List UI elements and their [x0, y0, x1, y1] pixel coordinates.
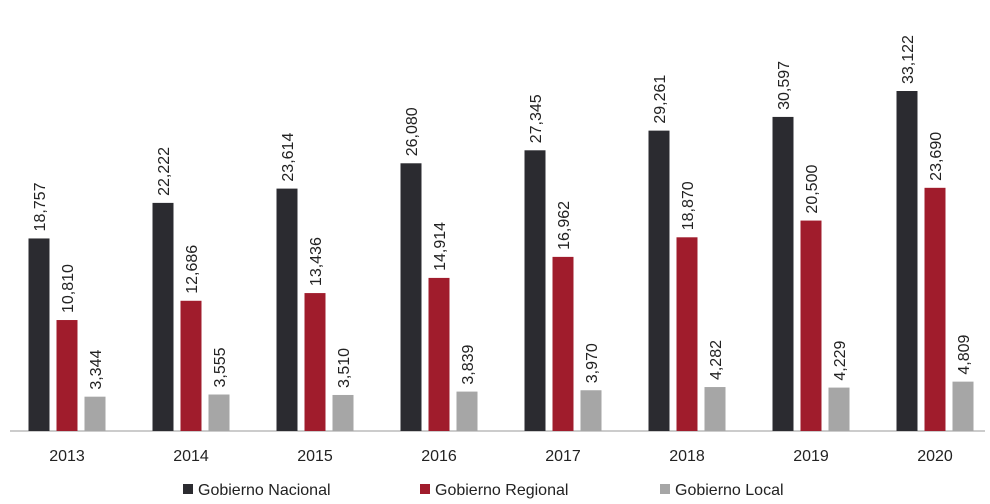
bar: [828, 387, 850, 431]
value-label: 3,839: [460, 344, 477, 384]
value-label: 3,970: [584, 343, 601, 383]
bar: [152, 202, 174, 431]
value-label: 29,261: [652, 75, 669, 124]
bar: [704, 387, 726, 431]
x-tick-label: 2016: [421, 448, 457, 465]
value-label: 4,229: [832, 340, 849, 380]
bar: [56, 320, 78, 431]
value-label: 23,690: [928, 132, 945, 181]
bar: [896, 91, 918, 431]
x-tick-label: 2014: [173, 448, 209, 465]
bar: [84, 396, 106, 431]
legend-label: Gobierno Nacional: [198, 482, 331, 499]
value-label: 4,809: [956, 334, 973, 374]
value-label: 30,597: [776, 61, 793, 110]
bar: [952, 381, 974, 431]
value-label: 16,962: [556, 201, 573, 250]
bar: [524, 150, 546, 431]
x-tick-label: 2015: [297, 448, 333, 465]
value-label: 33,122: [900, 35, 917, 84]
legend-label: Gobierno Local: [675, 482, 784, 499]
bar: [648, 130, 670, 431]
bar: [580, 390, 602, 431]
value-label: 27,345: [528, 94, 545, 143]
value-label: 3,344: [88, 350, 105, 390]
value-label: 18,870: [680, 181, 697, 230]
bar: [428, 277, 450, 431]
value-label: 13,436: [308, 237, 325, 286]
value-label: 3,555: [212, 347, 229, 387]
value-label: 18,757: [32, 182, 49, 231]
x-tick-label: 2013: [49, 448, 85, 465]
x-tick-label: 2018: [669, 448, 705, 465]
bar: [676, 237, 698, 431]
bar: [924, 187, 946, 431]
bar: [772, 116, 794, 432]
value-label: 14,914: [432, 222, 449, 271]
value-label: 12,686: [184, 245, 201, 294]
bar: [332, 394, 354, 431]
bar: [304, 293, 326, 431]
bar: [276, 188, 298, 431]
bar: [400, 163, 422, 432]
legend-swatch: [183, 484, 193, 494]
value-label: 10,810: [60, 264, 77, 313]
bar: [456, 391, 478, 431]
bar: [28, 238, 50, 431]
x-tick-label: 2019: [793, 448, 829, 465]
bar: [552, 256, 574, 431]
value-label: 4,282: [708, 340, 725, 380]
x-tick-label: 2020: [917, 448, 953, 465]
legend-swatch: [420, 484, 430, 494]
value-label: 20,500: [804, 165, 821, 214]
value-label: 22,222: [156, 147, 173, 196]
bar: [800, 220, 822, 431]
bar: [180, 300, 202, 431]
bar: [208, 394, 230, 431]
legend-swatch: [660, 484, 670, 494]
x-tick-label: 2017: [545, 448, 581, 465]
legend-label: Gobierno Regional: [435, 482, 568, 499]
value-label: 23,614: [280, 133, 297, 182]
value-label: 26,080: [404, 107, 421, 156]
value-label: 3,510: [336, 348, 353, 388]
